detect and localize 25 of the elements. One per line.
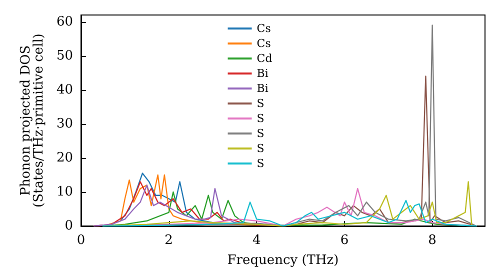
x-tick-label: 8: [428, 233, 436, 248]
legend-label: Cs: [256, 37, 272, 50]
y-tick-label: 10: [56, 184, 73, 200]
legend-label: Cd: [256, 52, 272, 65]
legend-label: Cs: [256, 22, 272, 35]
x-tick-label: 6: [340, 233, 349, 248]
y-tick-label: 20: [56, 150, 73, 166]
legend-label: S: [256, 127, 264, 140]
y-axis-title: Phonon projected DOS (States/THz·primitive cell): [18, 33, 47, 208]
x-tick-label: 0: [76, 233, 86, 248]
legend-label: Bi: [256, 82, 269, 95]
x-tick-label: 2: [164, 233, 173, 248]
legend-label: S: [256, 142, 264, 155]
legend-label: Bi: [256, 67, 269, 80]
x-axis-title: Frequency (THz): [227, 253, 339, 268]
legend-label: S: [256, 97, 264, 110]
y-tick-label: 0: [64, 218, 73, 234]
y-tick-label: 50: [56, 48, 73, 64]
y-tick-label: 40: [56, 82, 73, 98]
legend-label: S: [256, 112, 264, 125]
y-tick-label: 60: [56, 14, 73, 30]
legend-label: S: [256, 157, 264, 170]
line-series: [102, 200, 477, 227]
y-tick-label: 30: [56, 116, 73, 132]
x-tick-label: 4: [252, 233, 261, 248]
